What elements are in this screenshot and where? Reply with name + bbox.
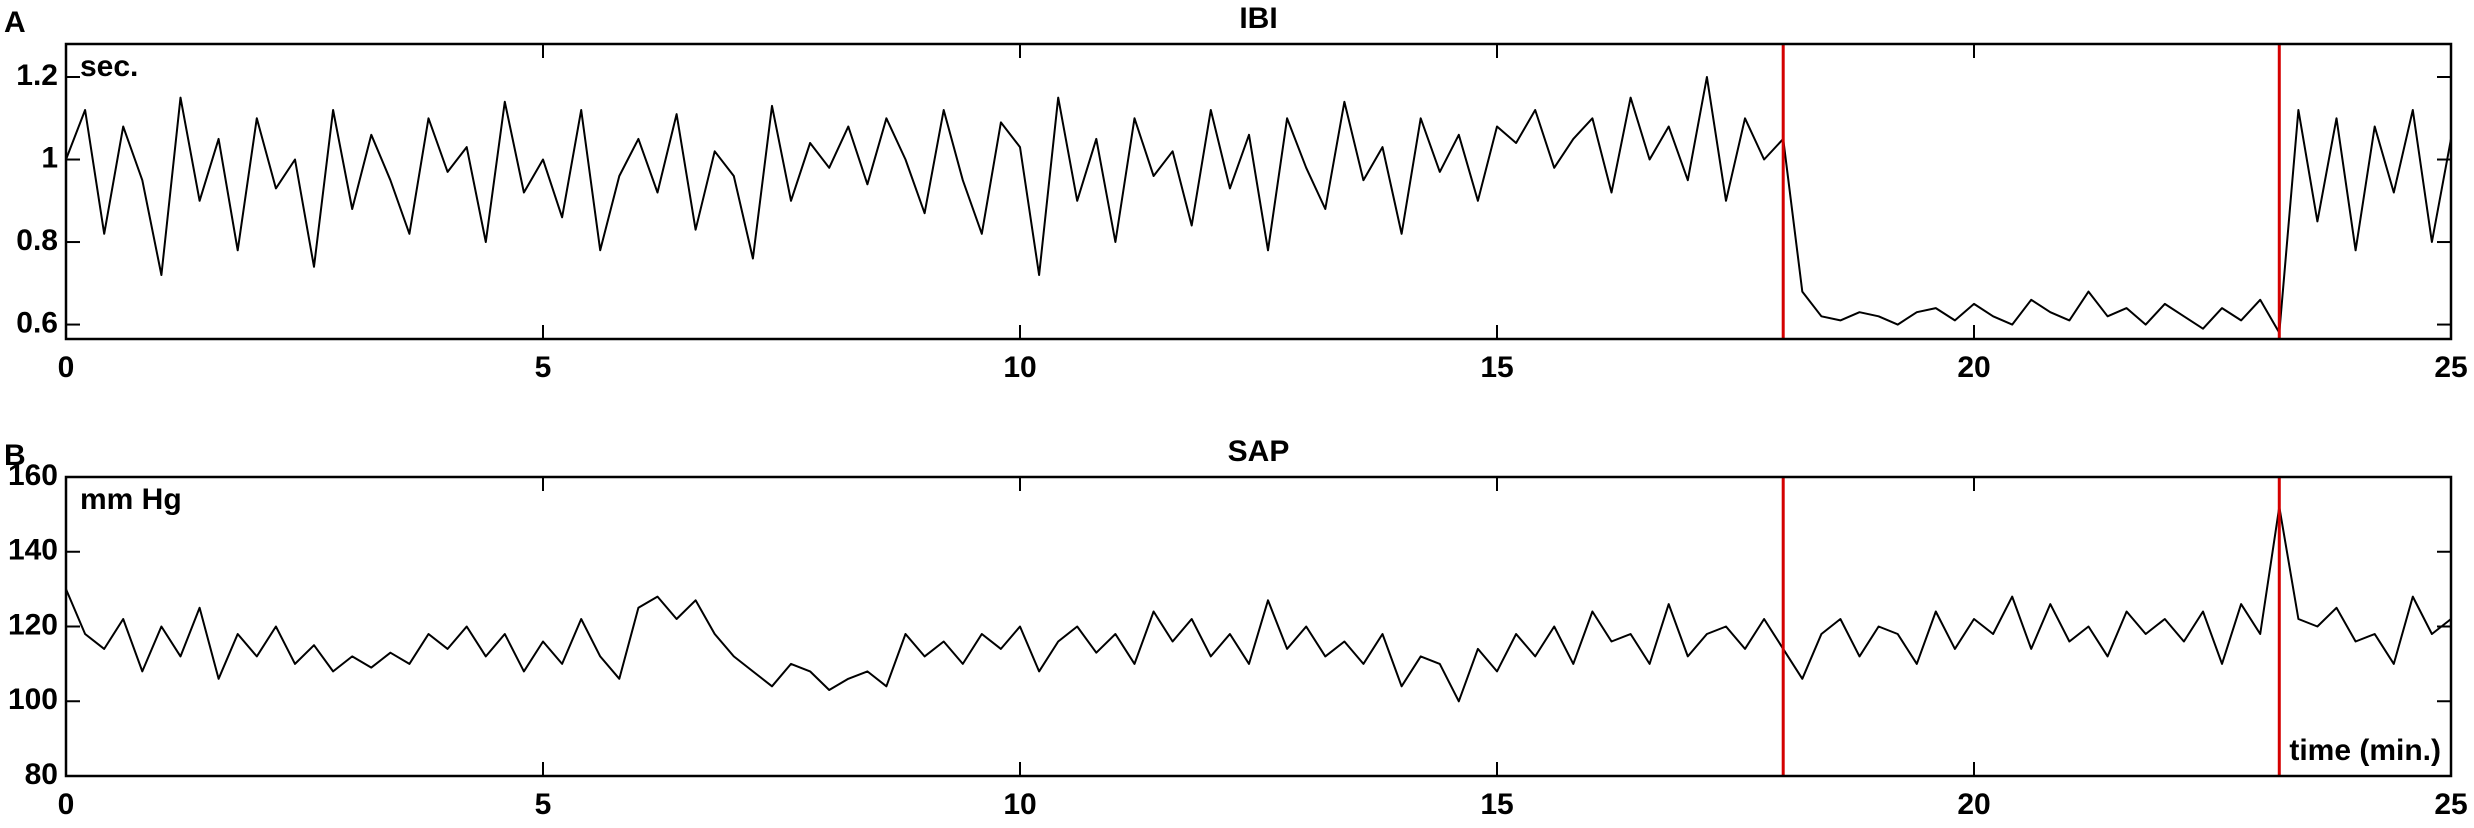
data-line [65,76,2452,334]
x-tick-label: 10 [1003,788,1036,821]
chart-title: SAP [1228,435,1290,468]
axis-annotation: time (min.) [2289,734,2441,767]
x-tick-label: 20 [1957,788,1990,821]
chart-title: IBI [1239,2,1277,35]
x-tick-label: 20 [1957,351,1990,384]
panel-label: A [4,6,26,39]
data-line [65,505,2452,703]
axes-box [64,475,2453,778]
y-tick-label: 120 [8,608,58,641]
y-tick-label: 1.2 [16,59,58,92]
x-tick-label: 0 [58,788,75,821]
y-tick-label: 100 [8,683,58,716]
x-tick-label: 0 [58,351,75,384]
x-tick-label: 10 [1003,351,1036,384]
y-unit-label: mm Hg [80,483,182,516]
x-tick-label: 15 [1480,788,1513,821]
y-tick-label: 80 [25,758,58,791]
y-unit-label: sec. [80,50,138,83]
panel-label: B [4,439,26,472]
y-tick-label: 1 [41,141,58,174]
axes-box [64,42,2453,341]
y-tick-label: 0.6 [16,306,58,339]
y-tick-label: 0.8 [16,224,58,257]
x-tick-label: 25 [2434,788,2467,821]
y-tick-label: 160 [8,459,58,492]
x-tick-label: 5 [535,788,552,821]
y-tick-label: 140 [8,534,58,567]
x-tick-label: 5 [535,351,552,384]
x-tick-label: 15 [1480,351,1513,384]
x-tick-label: 25 [2434,351,2467,384]
